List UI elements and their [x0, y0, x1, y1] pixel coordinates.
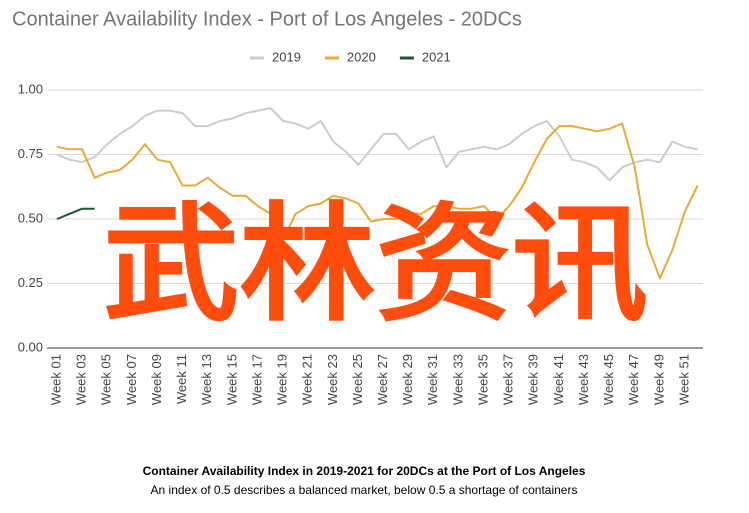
x-tick-label: Week 19 [275, 354, 290, 405]
series-line [56, 122, 699, 280]
x-tick-label: Week 11 [174, 354, 189, 404]
x-tick-label: Week 51 [676, 354, 691, 405]
x-tick-label: Week 37 [501, 354, 516, 405]
y-tick-label: 0.25 [18, 275, 43, 290]
x-tick-label: Week 35 [475, 354, 490, 405]
x-tick-label: Week 39 [526, 354, 541, 405]
x-tick-label: Week 01 [48, 354, 63, 405]
x-tick-label: Week 45 [601, 354, 616, 405]
series-line [56, 107, 698, 182]
x-tick-label: Week 21 [300, 354, 315, 405]
x-tick-label: Week 05 [99, 354, 114, 405]
x-tick-label: Week 17 [249, 354, 264, 405]
y-tick-label: 0.50 [18, 210, 43, 225]
caption-text: An index of 0.5 describes a balanced mar… [151, 483, 578, 497]
x-tick-label: Week 47 [626, 354, 641, 405]
y-tick-label: 0.75 [18, 146, 43, 161]
x-tick-label: Week 29 [400, 354, 415, 405]
plot: 0.00 0.25 0.50 0.75 1.00 Week 01 Week 03 Week 0… [18, 49, 703, 405]
legend-label: 2020 [347, 49, 376, 64]
x-tick-label: Week 03 [74, 354, 89, 405]
x-tick-label: Week 13 [199, 354, 214, 405]
caption-title: Container Availability Index in 2019-202… [143, 464, 586, 478]
x-tick-label: Week 49 [651, 354, 666, 405]
x-tick-label: Week 09 [149, 354, 164, 405]
x-tick-label: Week 33 [450, 354, 465, 405]
y-tick-label: 0.00 [18, 339, 43, 354]
x-tick-label: Week 27 [375, 354, 390, 405]
chart-title: Container Availability Index - Port of L… [12, 8, 522, 30]
x-tick-label: Week 41 [551, 354, 566, 405]
watermark: 武林资讯 [103, 194, 648, 337]
legend-label: 2019 [272, 49, 301, 64]
x-tick-label: Week 43 [576, 354, 591, 405]
x-tick-label: Week 31 [425, 354, 440, 405]
legend-label: 2021 [422, 49, 451, 64]
series-line [56, 207, 95, 220]
x-tick-label: Week 25 [350, 354, 365, 405]
x-tick-label: Week 23 [325, 354, 340, 405]
x-tick-label: Week 15 [224, 354, 239, 405]
x-tick-label: Week 07 [124, 354, 139, 405]
y-tick-label: 1.00 [18, 81, 43, 96]
